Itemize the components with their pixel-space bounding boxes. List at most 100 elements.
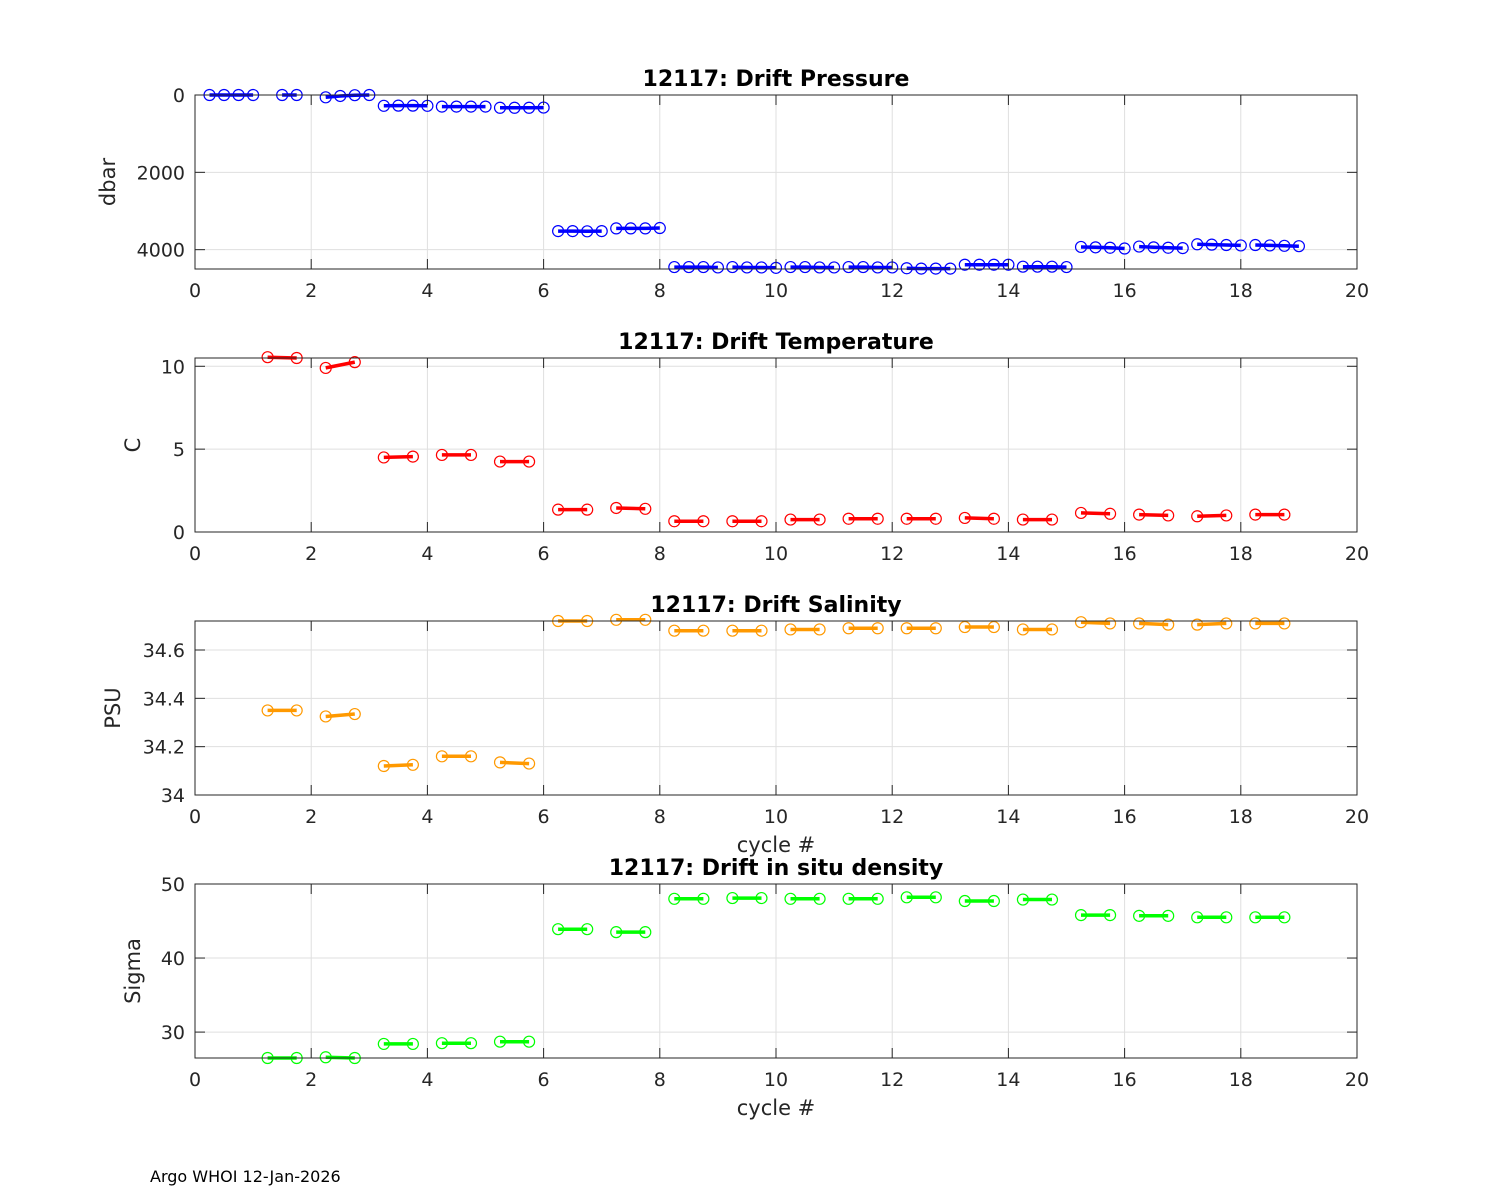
x-tick-label: 4 xyxy=(421,806,433,828)
data-series xyxy=(1191,911,1233,924)
data-point xyxy=(581,225,594,238)
y-tick-label: 2000 xyxy=(137,162,185,184)
series-line xyxy=(732,265,777,270)
data-point xyxy=(610,926,623,939)
data-point xyxy=(1205,238,1218,251)
x-tick-label: 12 xyxy=(880,806,904,828)
y-tick-label: 5 xyxy=(173,439,185,461)
data-point xyxy=(842,260,855,274)
data-point xyxy=(900,262,913,275)
data-series xyxy=(1249,617,1291,630)
y-tick-label: 34.6 xyxy=(143,640,185,662)
data-point xyxy=(377,759,390,773)
data-series xyxy=(552,225,608,238)
data-point xyxy=(406,758,419,771)
x-tick-label: 0 xyxy=(189,1069,201,1091)
data-point xyxy=(697,260,710,274)
data-point xyxy=(493,455,507,468)
data-point xyxy=(653,221,666,235)
data-point xyxy=(1074,240,1088,254)
data-point xyxy=(377,451,390,464)
data-point xyxy=(479,100,492,113)
data-point xyxy=(740,261,754,274)
y-tick-label: 0 xyxy=(173,85,185,107)
x-tick-label: 14 xyxy=(996,543,1020,565)
data-point xyxy=(435,750,449,763)
data-series xyxy=(1133,508,1175,522)
y-tick-label: 34.4 xyxy=(143,688,185,710)
series-line xyxy=(383,763,413,768)
data-point xyxy=(493,101,507,114)
x-tick-label: 2 xyxy=(305,280,317,302)
data-series xyxy=(493,756,536,770)
data-series xyxy=(784,513,826,526)
data-series xyxy=(842,892,884,905)
data-point xyxy=(958,620,971,634)
data-point xyxy=(1249,617,1262,630)
data-series xyxy=(1016,513,1059,526)
data-point xyxy=(1045,893,1059,906)
data-point xyxy=(1220,238,1233,252)
data-series xyxy=(784,623,826,636)
data-series xyxy=(842,512,884,525)
data-point xyxy=(1074,908,1088,922)
data-point xyxy=(871,892,884,905)
data-point xyxy=(711,261,725,274)
data-point xyxy=(1045,260,1059,273)
data-point xyxy=(813,513,826,526)
x-tick-label: 20 xyxy=(1345,543,1369,565)
data-series xyxy=(784,260,841,274)
data-point xyxy=(755,515,768,528)
data-series xyxy=(377,758,419,773)
data-series xyxy=(668,624,710,637)
data-point xyxy=(290,704,303,717)
data-point xyxy=(827,261,841,274)
data-point xyxy=(493,1035,507,1048)
data-point xyxy=(987,258,1000,271)
data-point xyxy=(261,704,274,717)
x-tick-label: 16 xyxy=(1113,1069,1137,1091)
data-series xyxy=(958,620,1000,634)
data-point xyxy=(319,361,332,375)
data-point xyxy=(610,613,623,626)
y-tick-label: 30 xyxy=(161,1022,185,1044)
data-point xyxy=(1278,617,1291,630)
data-point xyxy=(726,515,739,528)
x-tick-label: 18 xyxy=(1229,1069,1253,1091)
x-tick-label: 10 xyxy=(764,806,788,828)
series-line xyxy=(616,506,646,511)
x-tick-label: 4 xyxy=(421,543,433,565)
x-axis-label: cycle # xyxy=(737,1096,816,1120)
data-point xyxy=(1234,239,1247,252)
data-point xyxy=(319,91,332,104)
data-point xyxy=(929,512,942,525)
x-tick-label: 20 xyxy=(1345,280,1369,302)
data-point xyxy=(842,512,855,525)
x-tick-label: 16 xyxy=(1113,543,1137,565)
chart-title: 12117: Drift Salinity xyxy=(650,593,901,618)
y-tick-label: 40 xyxy=(161,948,185,970)
data-point xyxy=(842,892,855,905)
data-point xyxy=(1118,242,1131,255)
x-tick-label: 2 xyxy=(305,543,317,565)
data-point xyxy=(987,620,1000,634)
data-point xyxy=(1045,513,1059,526)
data-point xyxy=(1016,260,1030,273)
data-series xyxy=(1249,238,1306,253)
data-point xyxy=(973,258,986,271)
data-point xyxy=(435,1037,449,1050)
data-point xyxy=(813,623,826,636)
x-tick-label: 8 xyxy=(654,280,666,302)
data-point xyxy=(508,101,521,114)
data-point xyxy=(639,502,652,515)
data-series xyxy=(900,512,942,525)
data-series xyxy=(784,892,826,905)
data-series xyxy=(435,448,478,462)
data-point xyxy=(871,622,884,635)
data-point xyxy=(1031,260,1044,273)
data-point xyxy=(1147,241,1160,254)
data-point xyxy=(784,260,797,274)
data-point xyxy=(552,503,565,516)
data-point xyxy=(1016,893,1030,906)
data-point xyxy=(552,225,565,238)
